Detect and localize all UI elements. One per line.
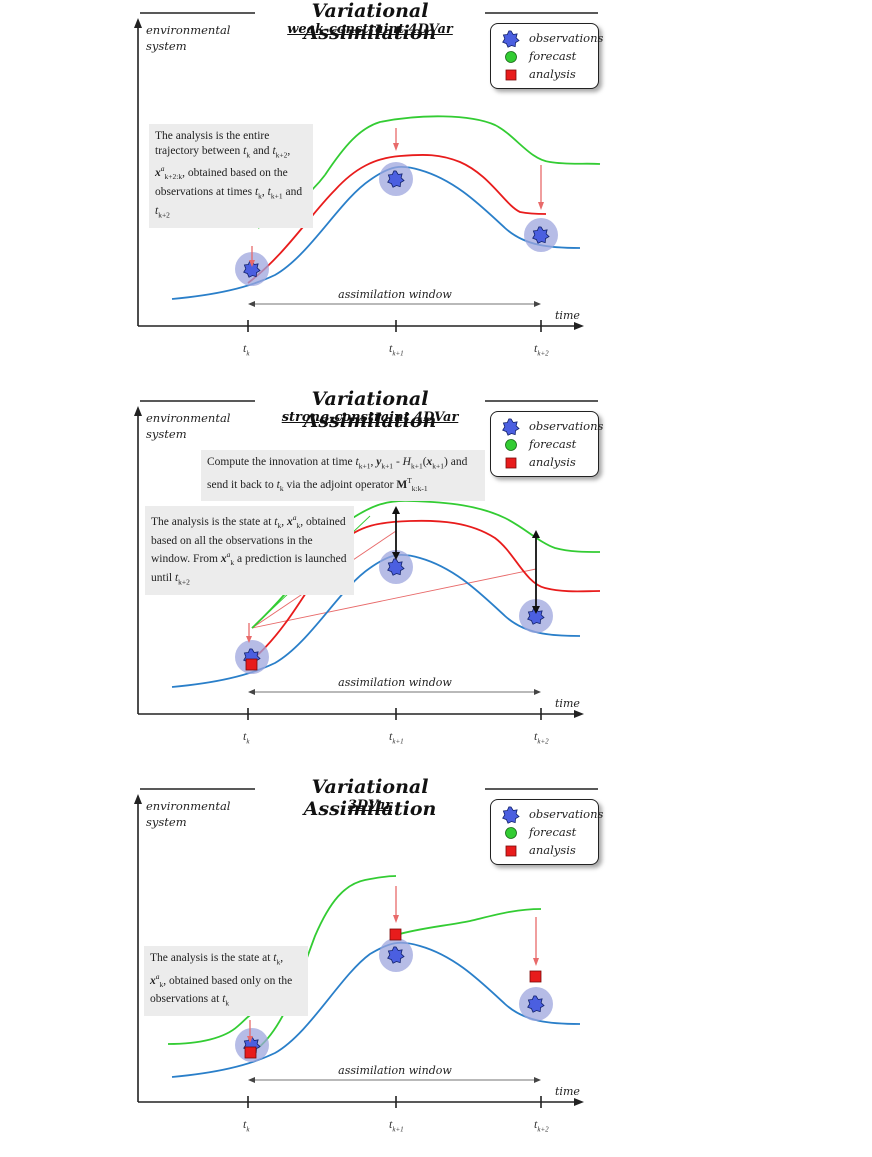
innovation-arrowhead-k2-top [532,530,540,538]
y-axis-label-line1: environmental [146,799,231,813]
y-axis-label-line1: environmental [146,411,231,425]
legend-observations-label: observations [529,419,604,433]
legend-forecast-icon [505,51,517,63]
legend-observation-icon [502,806,520,824]
window-arrowhead-left [248,1077,255,1083]
tick-label-k: tk [243,729,250,746]
legend: observations forecast analysis [490,23,603,89]
time-axis-label: time [555,1085,580,1098]
legend-analysis-icon [505,457,517,469]
diagram-canvas [134,400,601,720]
tick-label-k2: tk+2 [534,729,549,746]
tick-label-k1: tk+1 [389,341,404,358]
panel-strong-4dvar: Variational Assimilation strong-constrai… [0,388,872,769]
correction-arrowhead-k [246,636,252,643]
correction-arrowhead-k1 [393,143,399,151]
legend-forecast-label: forecast [529,437,577,451]
time-axis-label: time [555,697,580,710]
legend: observations forecast analysis [490,411,603,477]
y-axis-arrowhead [134,406,142,416]
legend-forecast-icon [505,827,517,839]
analysis-note: The analysis is the state at tk, xak, ob… [145,506,354,595]
diagram-canvas [134,788,598,1108]
y-axis-label: environmental system [146,798,256,830]
correction-arrowhead-k2 [533,958,539,966]
assimilation-window-label: assimilation window [338,676,452,689]
forecast-curve-2 [324,115,601,176]
panel-subtitle: strong-constraint 4DVar [281,410,459,425]
tick-label-k: tk [243,1117,250,1134]
forecast-curve-1 [167,1013,253,1045]
analysis-note: The analysis is the entire trajectory be… [149,124,313,228]
observation-star-k2 [527,607,545,625]
innovation-arrowhead-k1-top [392,506,400,514]
panel-subtitle: weak-constraint 4DVar [287,22,453,37]
legend-forecast-label: forecast [529,49,577,63]
legend-analysis-label: analysis [529,843,576,857]
legend-forecast-icon [505,439,517,451]
panel-weak-4dvar: Variational Assimilation weak-constraint… [0,0,872,381]
correction-arrowhead-k [249,260,255,267]
x-axis-arrowhead [574,1098,584,1106]
legend-observations-label: observations [529,31,604,45]
panel-title: Variational Assimilation [255,776,485,820]
observation-star-k2 [532,226,550,244]
tick-label-k: tk [243,341,250,358]
observation-star-k1 [387,170,405,188]
legend-observations-label: observations [529,807,604,821]
tick-label-k1: tk+1 [389,1117,404,1134]
observation-star-k1 [387,946,405,964]
y-axis-label-line2: system [146,39,187,53]
legend-analysis-label: analysis [529,455,576,469]
y-axis-label-line1: environmental [146,23,231,37]
analysis-marker-k [245,658,258,671]
time-axis-label: time [555,309,580,322]
y-axis-label-line2: system [146,427,187,441]
panel-3dvar: Variational Assimilation 3DVar environme… [0,776,872,1157]
window-arrowhead-right [534,301,541,307]
analysis-note: The analysis is the state at tk, xak, ob… [144,946,308,1017]
y-axis-arrowhead [134,794,142,804]
observation-star-k [243,260,261,278]
analysis-marker-k1 [389,928,402,941]
window-arrowhead-left [248,689,255,695]
innovation-note: Compute the innovation at time tk+1, yk+… [201,450,485,502]
analysis-marker-k2 [529,970,542,983]
observation-star-k1 [387,558,405,576]
tick-label-k2: tk+2 [534,1117,549,1134]
forecast-curve-3 [395,908,542,936]
analysis-marker-k [244,1046,257,1059]
innovation-arrowhead-k2-bottom [532,606,540,614]
window-arrowhead-right [534,689,541,695]
correction-arrowhead-k2 [538,202,544,210]
legend-analysis-icon [505,845,517,857]
observation-star-k2 [527,995,545,1013]
diagram-canvas [134,12,601,332]
window-arrowhead-right [534,1077,541,1083]
tick-label-k2: tk+2 [534,341,549,358]
adjoint-line-k2 [251,568,537,629]
x-axis-arrowhead [574,710,584,718]
legend-observation-icon [502,30,520,48]
y-axis-label-line2: system [146,815,187,829]
legend-analysis-label: analysis [529,67,576,81]
y-axis-label: environmental system [146,410,256,442]
panel-title: Variational Assimilation [255,0,485,44]
tick-label-k1: tk+1 [389,729,404,746]
legend-forecast-label: forecast [529,825,577,839]
x-axis-arrowhead [574,322,584,330]
correction-arrowhead-k1 [393,915,399,923]
innovation-arrowhead-k1-bottom [392,552,400,560]
y-axis-label: environmental system [146,22,256,54]
correction-arrowhead-k [247,1036,253,1043]
assimilation-window-label: assimilation window [338,1064,452,1077]
window-arrowhead-left [248,301,255,307]
legend-analysis-icon [505,69,517,81]
legend: observations forecast analysis [490,799,603,865]
panel-subtitle: 3DVar [347,798,393,813]
panel-title: Variational Assimilation [255,388,485,432]
assimilation-window-label: assimilation window [338,288,452,301]
y-axis-arrowhead [134,18,142,28]
legend-observation-icon [502,418,520,436]
